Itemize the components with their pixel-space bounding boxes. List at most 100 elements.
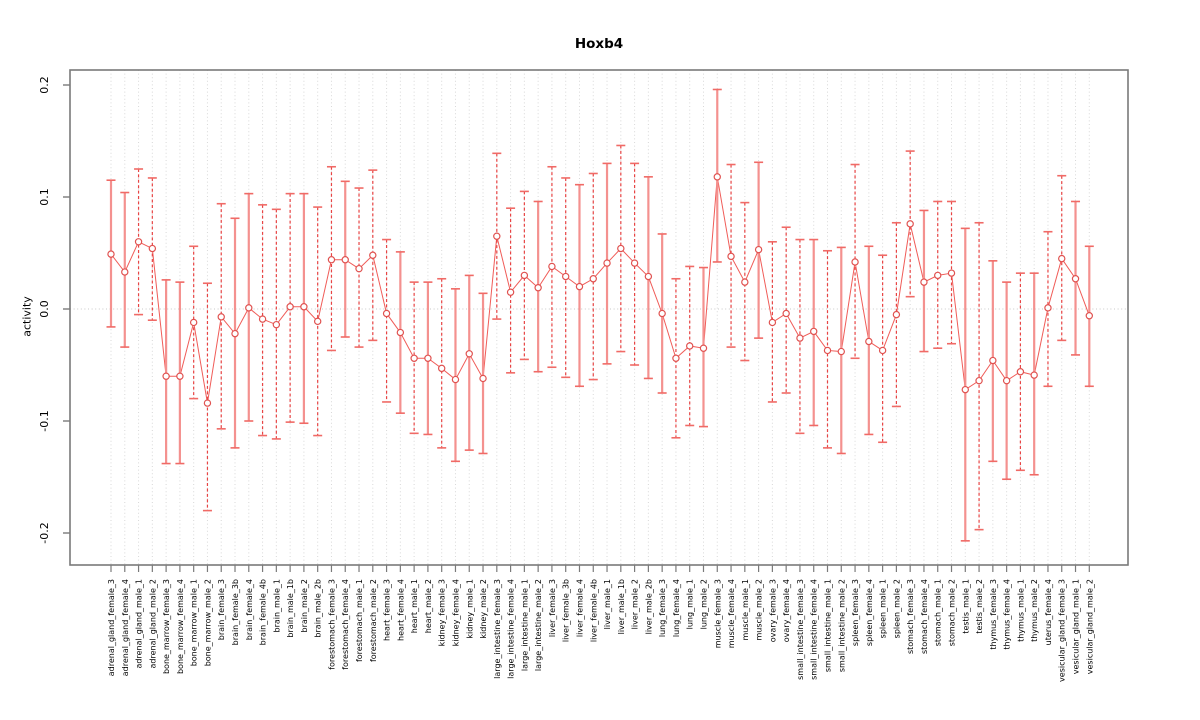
data-point	[865, 337, 873, 346]
data-point	[548, 262, 556, 271]
x-tick-label: vesicular_gland_male_2	[1085, 579, 1094, 674]
data-point	[741, 278, 749, 286]
x-tick-label: uterus_female_4	[1044, 579, 1053, 645]
x-tick-label: muscle_male_1	[741, 579, 750, 641]
x-tick-label: bone_marrow_male_2	[203, 579, 212, 666]
x-tick-label: heart_male_1	[410, 579, 419, 633]
x-tick-label: thymus_male_2	[1030, 579, 1039, 642]
data-point	[630, 259, 639, 267]
x-tick-label: small_intestine_female_4	[810, 579, 819, 680]
x-tick-label: adrenal_gland_male_1	[135, 579, 144, 669]
x-tick-label: liver_female_4	[575, 579, 584, 637]
x-tick-label: kidney_female_4	[451, 579, 460, 646]
x-tick-label: brain_male_2	[300, 579, 309, 633]
data-point	[1002, 376, 1011, 385]
data-point	[189, 318, 198, 327]
x-tick-label: large_intestine_male_1	[520, 579, 529, 671]
data-point	[382, 309, 391, 318]
x-tick-label: brain_male_1	[272, 579, 281, 633]
data-point	[782, 309, 790, 318]
data-point	[878, 346, 887, 355]
data-point	[148, 244, 157, 253]
data-point	[947, 269, 956, 277]
x-tick-label: brain_male_2b	[314, 579, 323, 638]
x-tick-label: testis_male_1	[961, 579, 970, 634]
data-point	[617, 244, 625, 253]
x-tick-label: forestomach_male_2	[369, 579, 378, 662]
x-tick-label: liver_female_3	[548, 579, 557, 637]
x-tick-label: small_intestine_female_3	[796, 579, 805, 680]
data-point	[327, 256, 336, 264]
x-tick-label: bone_marrow_female_4	[176, 579, 185, 674]
data-point	[410, 354, 418, 362]
x-tick-label: lung_female_4	[672, 579, 681, 637]
data-point	[851, 258, 859, 266]
data-point	[355, 264, 363, 273]
x-tick-label: forestomach_female_4	[341, 579, 350, 670]
data-point	[506, 288, 515, 296]
data-point	[975, 376, 983, 385]
x-tick-label: heart_female_4	[396, 579, 405, 641]
data-point	[754, 245, 763, 254]
x-tick-label: heart_female_3	[383, 579, 392, 641]
data-point	[810, 327, 818, 336]
data-point	[934, 271, 942, 280]
data-point	[575, 282, 584, 291]
x-tick-label: adrenal_gland_male_2	[148, 579, 157, 669]
x-tick-label: adrenal_gland_female_3	[107, 579, 116, 676]
data-point	[451, 375, 460, 384]
data-point	[961, 385, 969, 394]
data-point	[465, 350, 473, 358]
x-tick-label: lung_male_2	[699, 579, 708, 629]
x-tick-label: stomach_male_2	[948, 579, 957, 646]
data-point	[589, 275, 597, 283]
x-tick-label: liver_male_2	[631, 579, 640, 629]
x-tick-label: stomach_male_1	[934, 579, 943, 646]
x-tick-label: thymus_male_1	[1016, 579, 1025, 642]
x-tick-label: liver_male_2b	[644, 579, 653, 634]
data-point	[713, 173, 721, 181]
x-tick-label: brain_female_3	[217, 579, 226, 640]
x-tick-label: spleen_male_1	[879, 579, 888, 638]
x-tick-label: stomach_female_4	[920, 579, 929, 654]
x-tick-label: spleen_female_3	[851, 579, 860, 646]
y-tick-label: 0.0	[38, 300, 51, 318]
data-point	[534, 284, 542, 292]
data-point	[479, 374, 487, 383]
x-tick-label: spleen_female_4	[865, 579, 874, 646]
data-point	[369, 251, 377, 259]
data-point	[906, 220, 914, 228]
data-point	[699, 344, 708, 352]
data-point	[796, 334, 804, 342]
data-point	[341, 256, 349, 264]
data-point	[203, 399, 212, 407]
x-tick-label: forestomach_male_1	[355, 579, 364, 662]
data-point	[272, 320, 281, 329]
x-tick-label: muscle_female_4	[727, 579, 736, 648]
x-tick-label: bone_marrow_female_3	[162, 579, 171, 674]
y-tick-label: 0.1	[38, 188, 51, 206]
data-point	[562, 272, 570, 281]
data-point	[217, 313, 225, 321]
x-tick-label: muscle_female_3	[713, 579, 722, 648]
data-point	[245, 304, 253, 312]
x-tick-label: brain_female_4	[245, 579, 254, 640]
series-line	[110, 176, 1090, 404]
data-point	[1030, 371, 1038, 379]
data-point	[1085, 312, 1094, 320]
x-tick-label: brain_male_1b	[286, 579, 295, 638]
data-point	[134, 238, 143, 246]
y-tick-label: -0.2	[38, 522, 51, 543]
data-point	[672, 354, 680, 362]
x-tick-label: kidney_male_2	[479, 579, 488, 639]
x-tick-label: adrenal_gland_female_4	[121, 579, 130, 676]
x-tick-label: thymus_female_3	[989, 579, 998, 650]
x-tick-label: lung_female_3	[658, 579, 667, 637]
data-point	[727, 252, 735, 261]
x-tick-label: large_intestine_female_3	[493, 579, 502, 679]
plot-border	[69, 69, 1129, 566]
data-point	[121, 268, 129, 276]
data-point	[989, 356, 997, 365]
data-point	[162, 372, 170, 380]
